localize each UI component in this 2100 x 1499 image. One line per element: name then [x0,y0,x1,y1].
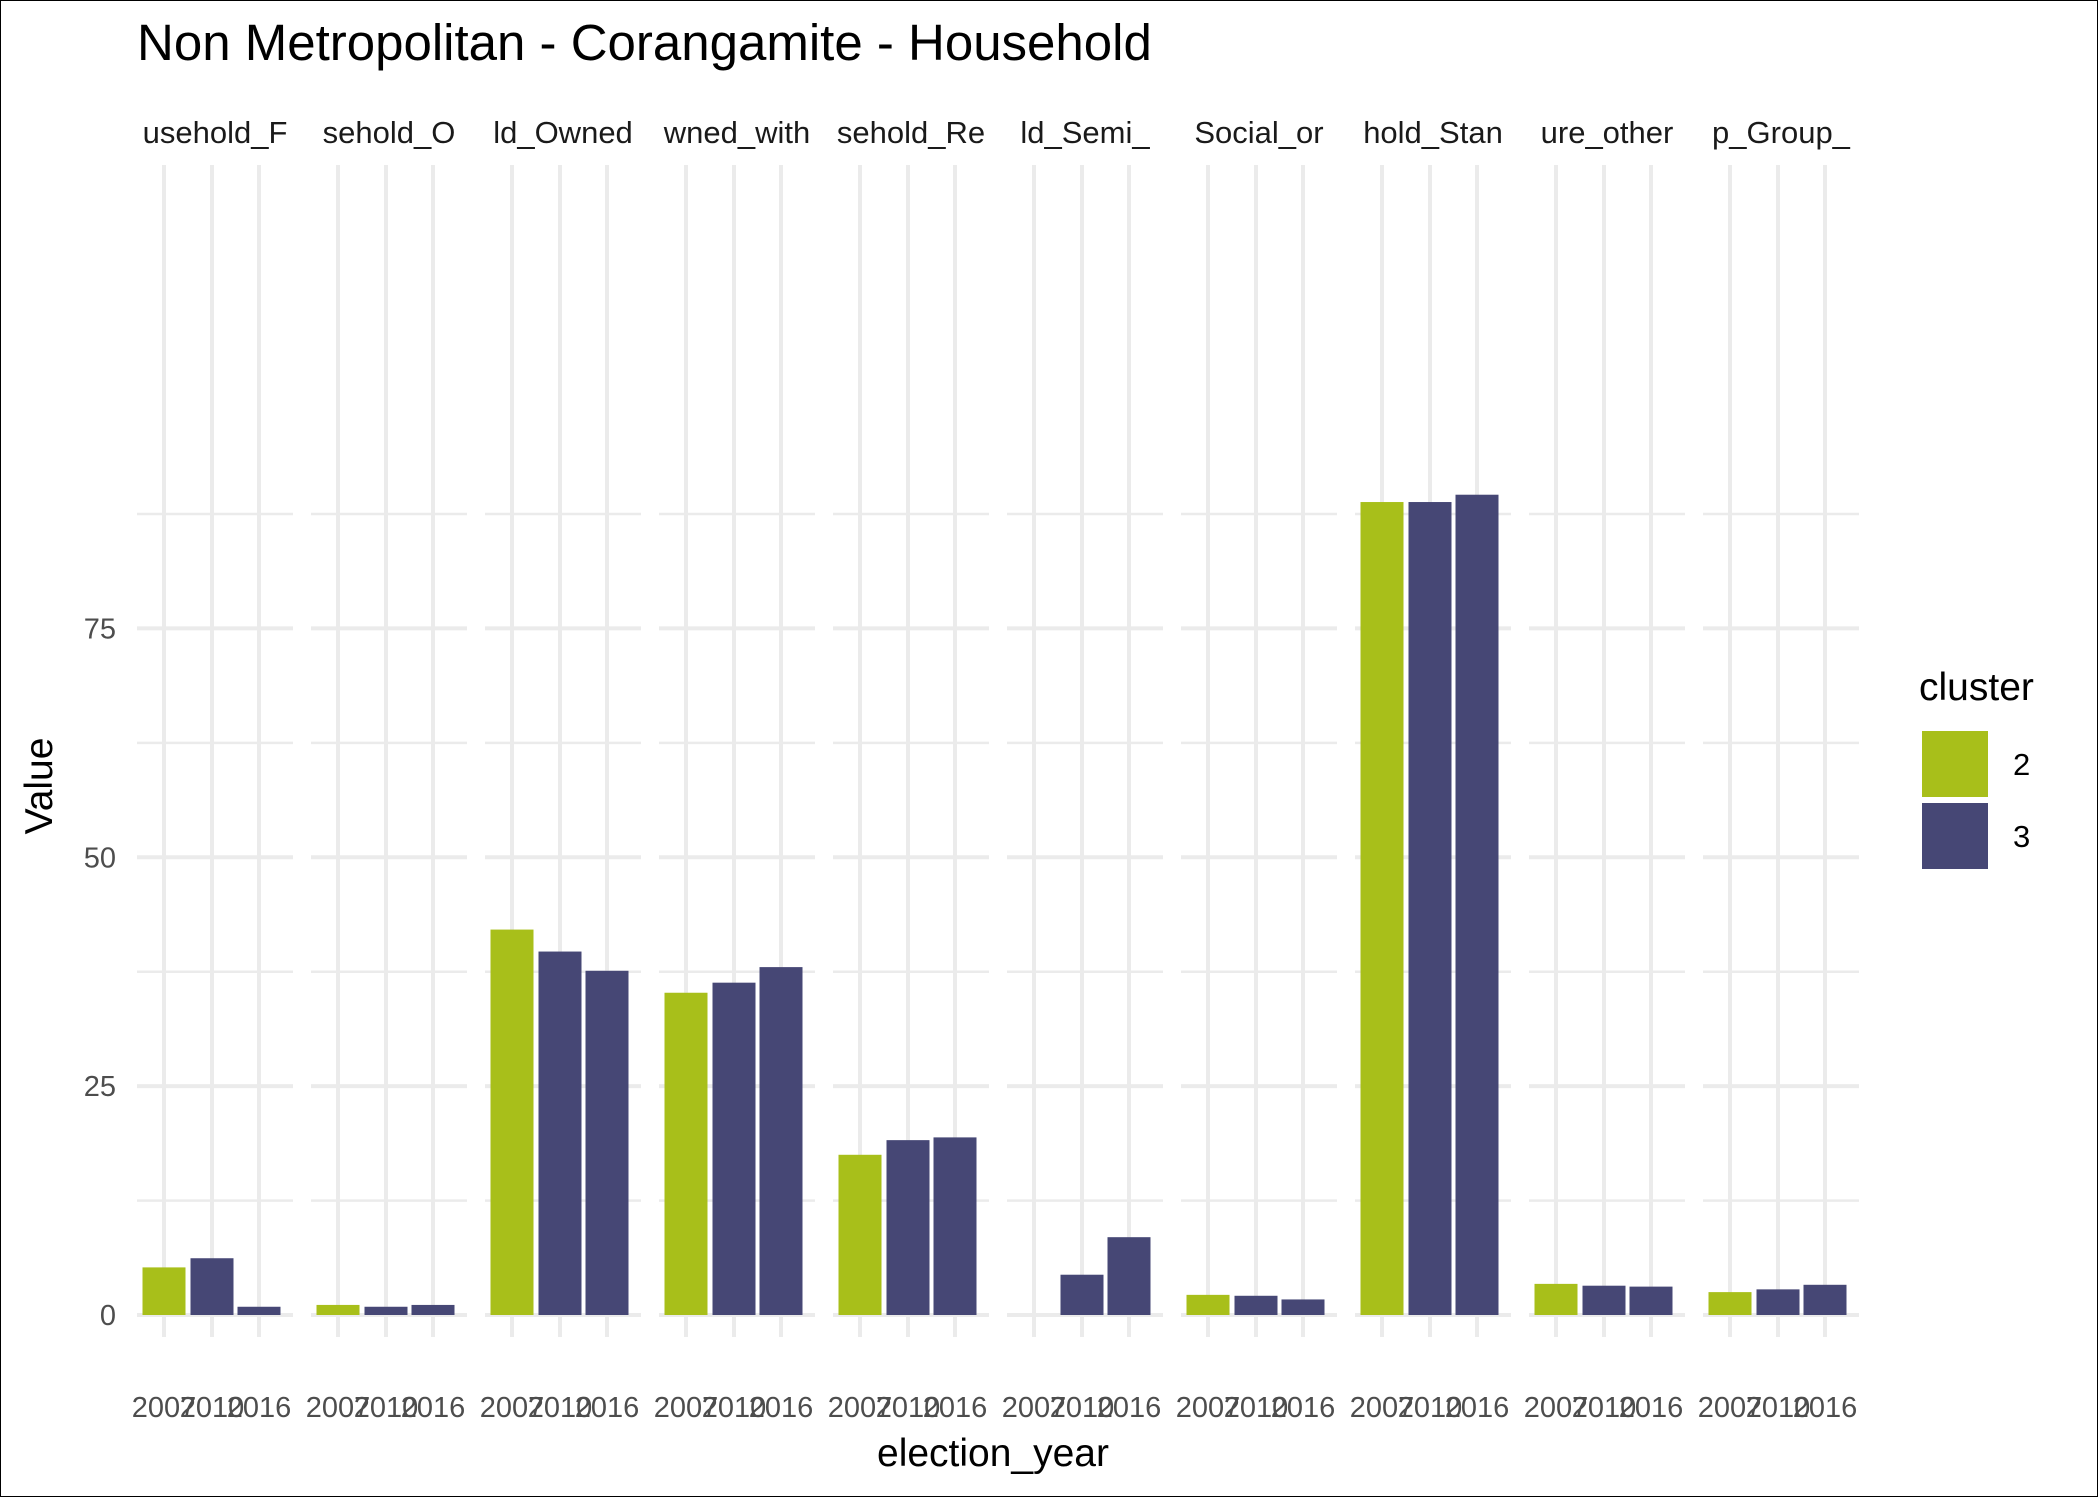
y-tick-label: 50 [84,842,116,874]
bar-2007-cluster-2 [1708,1292,1752,1315]
chart-title: Non Metropolitan - Corangamite - Househo… [137,14,1152,71]
legend-label-cluster-3: 3 [2013,819,2030,854]
x-tick-label: 2010 [1050,1392,1115,1424]
bar-2016-cluster-3 [1107,1237,1151,1315]
x-tick-label: 2016 [575,1392,640,1424]
x-tick-label: 2010 [528,1392,593,1424]
x-tick-label: 2010 [1746,1392,1811,1424]
x-tick-label: 2016 [923,1392,988,1424]
bar-2007-cluster-2 [142,1267,186,1315]
bar-layer [142,494,1847,1315]
facet-strip-label: ld_Owned [493,115,633,150]
facet-strip-label: sehold_O [323,115,456,150]
x-tick-label: 2016 [401,1392,466,1424]
bar-2016-cluster-3 [585,970,629,1315]
x-tick-label: 2016 [227,1392,292,1424]
facet-strip-label: usehold_F [143,115,288,150]
x-tick-label: 2007 [1176,1392,1241,1424]
x-tick-label: 2007 [828,1392,893,1424]
x-tick-label: 2007 [306,1392,371,1424]
x-tick-label: 2010 [1398,1392,1463,1424]
facet-strip-label: ld_Semi_ [1020,115,1150,150]
legend: cluster 2 3 [1919,666,2034,869]
x-tick-label: 2016 [1793,1392,1858,1424]
bar-2010-cluster-3 [1756,1289,1800,1315]
facet-strip-label: Social_or [1194,115,1323,150]
x-tick-label: 2007 [480,1392,545,1424]
x-tick-label: 2010 [1572,1392,1637,1424]
bar-2010-cluster-3 [1582,1285,1626,1315]
bar-2016-cluster-3 [1281,1299,1325,1315]
x-tick-label: 2010 [354,1392,419,1424]
facet-strip-label: wned_with [663,115,810,150]
bar-2007-cluster-2 [1360,502,1404,1315]
x-tick-label: 2016 [749,1392,814,1424]
bar-2007-cluster-2 [664,992,708,1315]
x-tick-label: 2016 [1271,1392,1336,1424]
legend-label-cluster-2: 2 [2013,747,2030,782]
x-tick-label: 2010 [876,1392,941,1424]
legend-swatch-cluster-3 [1922,803,1988,869]
legend-swatch-cluster-2 [1922,731,1988,797]
bar-2007-cluster-2 [490,929,534,1315]
bar-2010-cluster-3 [886,1140,930,1315]
grid-layer [137,165,1859,1337]
bar-2016-cluster-3 [1455,494,1499,1315]
legend-title: cluster [1919,666,2034,709]
facet-strip-label: ure_other [1541,115,1674,150]
x-tick-label: 2016 [1097,1392,1162,1424]
bar-2010-cluster-3 [1234,1295,1278,1315]
bar-2007-cluster-2 [1186,1294,1230,1315]
facet-strip-label: sehold_Re [837,115,985,150]
bar-2007-cluster-2 [1534,1283,1578,1315]
bar-2007-cluster-2 [316,1304,360,1315]
x-tick-label: 2007 [132,1392,197,1424]
bar-2010-cluster-3 [364,1306,408,1315]
x-axis-title: election_year [877,1432,1109,1475]
y-axis-title: Value [18,738,61,835]
facet-strip-label: p_Group_ [1712,115,1851,150]
bar-2016-cluster-3 [1803,1284,1847,1315]
x-tick-label: 2010 [180,1392,245,1424]
bar-2010-cluster-3 [712,982,756,1315]
x-tick-label: 2007 [1002,1392,1067,1424]
x-tick-label: 2010 [1224,1392,1289,1424]
bar-2007-cluster-2 [838,1154,882,1315]
bar-2010-cluster-3 [190,1258,234,1315]
bar-2010-cluster-3 [1408,502,1452,1315]
x-tick-label: 2010 [702,1392,767,1424]
x-tick-label: 2007 [1350,1392,1415,1424]
y-tick-label: 0 [100,1300,116,1332]
bar-2010-cluster-3 [1060,1274,1104,1315]
bar-2016-cluster-3 [759,967,803,1315]
facet-strip-label: hold_Stan [1363,115,1503,150]
bar-2016-cluster-3 [411,1304,455,1315]
y-tick-label: 75 [84,613,116,645]
bar-2016-cluster-3 [1629,1286,1673,1315]
x-tick-label: 2007 [1524,1392,1589,1424]
x-tick-label: 2016 [1445,1392,1510,1424]
axis-layer: 0255075usehold_F200720102016sehold_O2007… [84,115,1858,1424]
bar-2010-cluster-3 [538,951,582,1315]
y-tick-label: 25 [84,1071,116,1103]
x-tick-label: 2007 [1698,1392,1763,1424]
bar-2016-cluster-3 [933,1137,977,1315]
x-tick-label: 2016 [1619,1392,1684,1424]
bar-2016-cluster-3 [237,1306,281,1315]
x-tick-label: 2007 [654,1392,719,1424]
